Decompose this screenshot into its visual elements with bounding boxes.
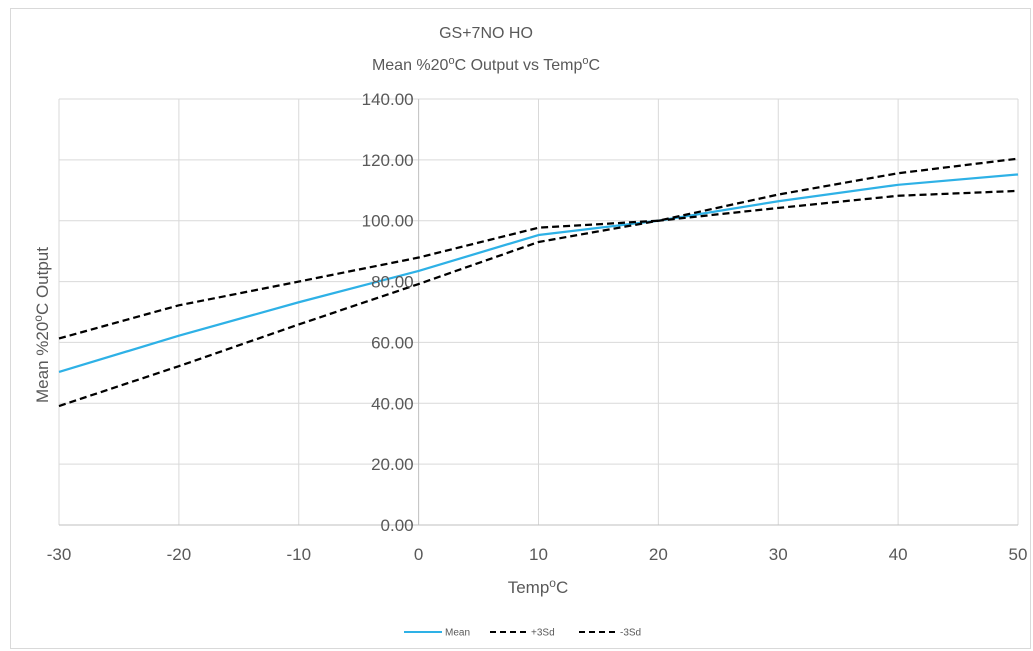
legend-label: Mean — [445, 628, 470, 639]
subtitle-part-2: C Output vs Temp — [455, 57, 583, 74]
series-lines — [58, 157, 1019, 408]
series-line--3sd — [58, 189, 1019, 408]
legend-label: +3Sd — [531, 628, 555, 639]
y-tick-label: 40.00 — [371, 394, 414, 413]
y-tick-label: 80.00 — [371, 273, 414, 292]
tick-labels: 0.00 20.00 40.00 60.00 80.00 100.00 120.00 140.… — [47, 90, 1028, 564]
grid-lines — [58, 98, 1019, 525]
y-tick-label: 140.00 — [362, 90, 414, 109]
series-line-mean — [58, 173, 1019, 374]
series-line--3sd — [58, 157, 1019, 340]
y-tick-label: 20.00 — [371, 455, 414, 474]
subtitle-part-1: Mean %20 — [372, 57, 449, 74]
x-axis-title: TempoC — [508, 576, 569, 597]
x-tick-label: 10 — [529, 545, 548, 564]
x-tick-label: -20 — [167, 545, 192, 564]
y-tick-label: 60.00 — [371, 333, 414, 352]
chart-title: GS+7NO HO — [439, 25, 533, 42]
x-tick-label: 0 — [414, 545, 423, 564]
legend: Mean +3Sd -3Sd — [404, 628, 641, 639]
x-tick-label: 20 — [649, 545, 668, 564]
axes — [59, 99, 1018, 526]
legend-label: -3Sd — [620, 628, 641, 639]
x-tick-label: 40 — [889, 545, 908, 564]
ylabel-degree-sup: o — [31, 315, 45, 322]
x-tick-label: 30 — [769, 545, 788, 564]
y-axis-title: Mean %20oC Output — [31, 247, 52, 403]
x-tick-label: 50 — [1009, 545, 1028, 564]
ylabel-part-2: C Output — [33, 247, 52, 315]
xlabel-part-2: C — [556, 578, 568, 597]
subtitle-degree-sup-1: o — [448, 55, 454, 67]
subtitle-degree-sup-2: o — [582, 55, 588, 67]
chart-subtitle: Mean %20oC Output vs TempoC — [372, 55, 600, 74]
ylabel-part-1: Mean %20 — [33, 322, 52, 403]
xlabel-degree-sup: o — [549, 576, 556, 590]
y-tick-label: 100.00 — [362, 212, 414, 231]
x-tick-label: -30 — [47, 545, 72, 564]
x-tick-label: -10 — [286, 545, 311, 564]
subtitle-part-3: C — [588, 57, 600, 74]
chart-frame — [10, 8, 1031, 649]
y-tick-label: 120.00 — [362, 151, 414, 170]
y-tick-label: 0.00 — [381, 516, 414, 535]
xlabel-part-1: Temp — [508, 578, 550, 597]
